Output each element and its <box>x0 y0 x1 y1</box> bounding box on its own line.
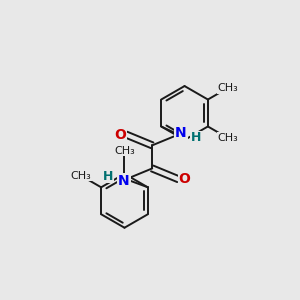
Text: O: O <box>114 128 126 142</box>
Text: CH₃: CH₃ <box>218 83 238 93</box>
Text: H: H <box>191 131 201 144</box>
Text: CH₃: CH₃ <box>114 146 135 156</box>
Text: N: N <box>118 174 130 188</box>
Text: N: N <box>175 126 187 140</box>
Text: O: O <box>178 172 190 186</box>
Text: CH₃: CH₃ <box>218 133 238 143</box>
Text: CH₃: CH₃ <box>71 171 92 181</box>
Text: H: H <box>103 169 113 183</box>
